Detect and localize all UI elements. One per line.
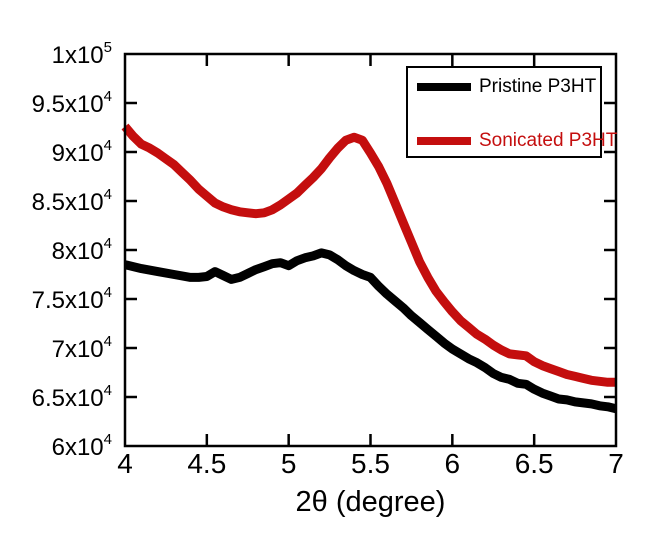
y-tick-label: 9.5x104 [32, 88, 112, 118]
y-tick-label: 9x104 [52, 137, 112, 167]
x-tick-label: 4.5 [187, 448, 226, 479]
y-tick-label: 8x104 [52, 235, 112, 265]
y-tick-label: 7x104 [52, 333, 112, 363]
x-tick-label: 5.5 [351, 448, 390, 479]
legend-swatch-pristine-line [417, 83, 471, 91]
y-tick-label: 7.5x104 [32, 284, 112, 314]
x-tick-label: 7 [608, 448, 624, 479]
y-tick-label: 6x104 [52, 431, 112, 461]
y-tick-label: 8.5x104 [32, 186, 112, 216]
legend-entry-sonicated: Sonicated P3HT [417, 131, 617, 151]
x-axis-title: 2θ (degree) [295, 486, 446, 518]
x-tick-label: 4 [117, 448, 133, 479]
series-line-pristine-p3ht [123, 248, 618, 414]
y-tick-label: 6.5x104 [32, 382, 112, 412]
legend-label-sonicated: Sonicated P3HT [479, 130, 618, 151]
legend-label-pristine: Pristine P3HT [479, 76, 597, 97]
series-line-sonicated-p3ht [121, 123, 616, 387]
x-tick-label: 6.5 [515, 448, 554, 479]
legend-swatch-sonicated-line [417, 137, 471, 145]
y-tick-label: 1x105 [52, 39, 112, 69]
legend-entry-pristine: Pristine P3HT [417, 77, 596, 97]
x-tick-label: 6 [445, 448, 461, 479]
legend: Pristine P3HT Sonicated P3HT [406, 66, 617, 158]
x-tick-label: 5 [281, 448, 297, 479]
